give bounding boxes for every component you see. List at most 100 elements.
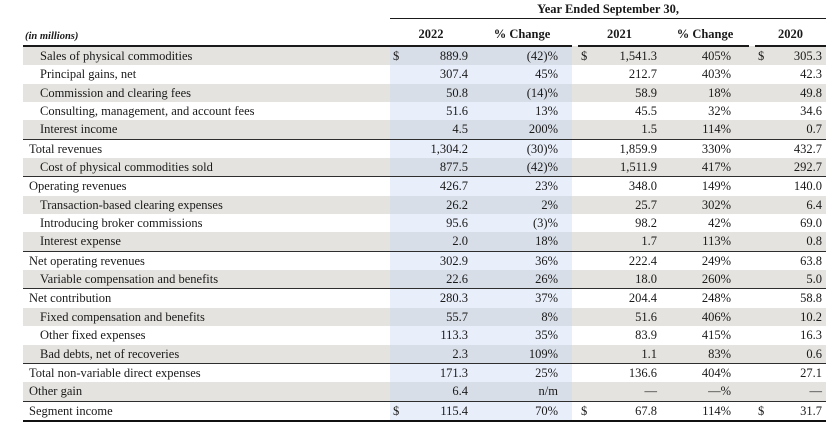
cell-2022-value: 4.5 <box>407 120 472 140</box>
row-label: Consulting, management, and account fees <box>40 104 255 119</box>
cell-2020-dollar <box>755 84 772 102</box>
cell-2022-value: 55.7 <box>407 307 472 327</box>
segment-income-statement-table: Year Ended September 30, (in millions) 2… <box>23 0 827 422</box>
cell-2021-dollar <box>578 196 595 214</box>
cell-2020-dollar <box>755 232 772 251</box>
column-header-pct-change-2: % Change <box>661 18 749 47</box>
cell-2021-dollar <box>578 138 595 159</box>
cell-2021-dollar <box>578 65 595 83</box>
cell-2022-pct-change: 200% <box>472 120 572 140</box>
period-header: Year Ended September 30, <box>390 0 827 19</box>
row-label: Net operating revenues <box>23 250 390 271</box>
cell-2022-value: 115.4 <box>407 400 472 422</box>
cell-2020-dollar <box>755 250 772 271</box>
column-header-2022: 2022 <box>390 18 472 47</box>
cell-2020-dollar <box>755 102 772 120</box>
cell-2022-value: 307.4 <box>407 65 472 84</box>
cell-2022-dollar <box>390 344 407 364</box>
cell-2022-pct-change: (42)% <box>472 46 572 66</box>
cell-2022-pct-change: 13% <box>472 102 572 121</box>
cell-2021-pct-change: 32% <box>708 104 731 119</box>
cell-2021-value: — <box>644 384 658 399</box>
cell-2022-value: 302.9 <box>407 250 472 271</box>
cell-2020-dollar <box>755 138 772 159</box>
cell-2021-value: 51.6 <box>635 309 657 324</box>
cell-2022-dollar <box>390 176 407 196</box>
cell-2021-dollar <box>578 326 595 344</box>
cell-2021-value: 212.7 <box>628 67 657 82</box>
cell-2022-pct-change: 70% <box>472 400 572 422</box>
row-label: Interest income <box>40 122 118 137</box>
cell-2022-value: 280.3 <box>407 288 472 308</box>
cell-2021-value: 222.4 <box>595 250 661 271</box>
row-label: Total non-variable direct expenses <box>23 362 390 383</box>
cell-2021-dollar <box>578 288 595 308</box>
cell-2021-dollar: $ <box>578 400 595 422</box>
column-gap <box>572 288 578 308</box>
table-row: Net operating revenues 302.9 36% 222.4 249% 6… <box>23 250 827 271</box>
cell-2022-pct-change: 2% <box>472 195 572 215</box>
cell-2022-pct-change: (42)% <box>472 158 572 177</box>
column-header-row: (in millions) 2022 % Change 2021 % Chang… <box>23 18 827 47</box>
row-label: Variable compensation and benefits <box>40 272 219 287</box>
cell-2020-value: 16.3 <box>800 328 823 343</box>
cell-2022-pct-change: 18% <box>472 232 572 252</box>
cell-2020-dollar <box>755 382 772 401</box>
cell-2021-dollar <box>578 84 595 102</box>
cell-2020-value: 0.6 <box>806 346 823 361</box>
row-label: Net contribution <box>23 288 390 308</box>
cell-2021-pct-change: 403% <box>701 67 731 82</box>
cell-2022-value: 22.6 <box>407 270 472 289</box>
column-header-2020: 2020 <box>755 18 827 47</box>
table-row: Other fixed expenses 113.3 35% 83.9 415% 16.3 <box>23 326 826 345</box>
column-gap <box>749 138 755 159</box>
cell-2022-dollar <box>390 214 407 233</box>
cell-2021-value: 348.0 <box>595 176 661 196</box>
cell-2022-pct-change: 36% <box>472 250 572 271</box>
cell-2021-pct-change: 260% <box>701 272 731 287</box>
row-label: Other fixed expenses <box>40 328 146 343</box>
cell-2020-value: 0.7 <box>806 122 823 137</box>
cell-2020-value: 58.8 <box>772 288 827 308</box>
table-row: Bad debts, net of recoveries 2.3 109% 1.1 83… <box>23 344 827 364</box>
cell-2022-dollar <box>390 102 407 121</box>
units-label: (in millions) <box>23 18 390 47</box>
cell-2022-value: 6.4 <box>407 382 472 402</box>
period-header-row: Year Ended September 30, <box>23 0 827 19</box>
table-row: Interest income 4.5 200% 1.5 114% 0.7 <box>23 120 827 140</box>
cell-2022-dollar <box>390 138 407 159</box>
cell-2022-value: 50.8 <box>407 83 472 103</box>
table-row: Cost of physical commodities sold 877.5 (4… <box>23 158 827 177</box>
cell-2022-pct-change: 8% <box>472 307 572 327</box>
cell-2022-value: 26.2 <box>407 195 472 215</box>
cell-2020-value: 5.0 <box>806 272 823 287</box>
table-row: Interest expense 2.0 18% 1.7 113% 0.8 <box>23 232 827 252</box>
cell-2022-value: 2.0 <box>407 232 472 252</box>
cell-2021-value: 98.2 <box>635 216 657 231</box>
row-label: Segment income <box>23 400 390 422</box>
cell-2021-value: 1.7 <box>641 234 657 249</box>
cell-2021-pct-change: 405% <box>701 49 731 64</box>
cell-2022-dollar <box>390 65 407 84</box>
cell-2021-dollar <box>578 250 595 271</box>
cell-2021-dollar: $ <box>581 49 588 64</box>
cell-2021-dollar <box>578 382 595 401</box>
cell-2022-dollar <box>390 195 407 215</box>
cell-2022-pct-change: (14)% <box>472 83 572 103</box>
cell-2021-pct-change: 406% <box>701 309 731 324</box>
cell-2021-pct-change: 330% <box>661 138 749 159</box>
cell-2022-dollar <box>390 326 407 345</box>
cell-2022-pct-change: 25% <box>472 362 572 383</box>
cell-2021-value: 58.9 <box>635 85 657 100</box>
cell-2020-dollar <box>755 120 772 139</box>
cell-2022-dollar <box>390 288 407 308</box>
table-row: Consulting, management, and account fees… <box>23 102 826 121</box>
row-label: Principal gains, net <box>40 67 137 82</box>
table-row: Segment income $115.4 70% $67.8 114% $31.7 <box>23 400 827 422</box>
table-row: Other gain 6.4 n/m — —% — <box>23 382 827 402</box>
cell-2022-value: 171.3 <box>407 362 472 383</box>
table-row: Transaction-based clearing expenses 26.2 2… <box>23 195 827 215</box>
cell-2022-pct-change: 45% <box>472 65 572 84</box>
cell-2021-pct-change: 302% <box>701 197 731 212</box>
